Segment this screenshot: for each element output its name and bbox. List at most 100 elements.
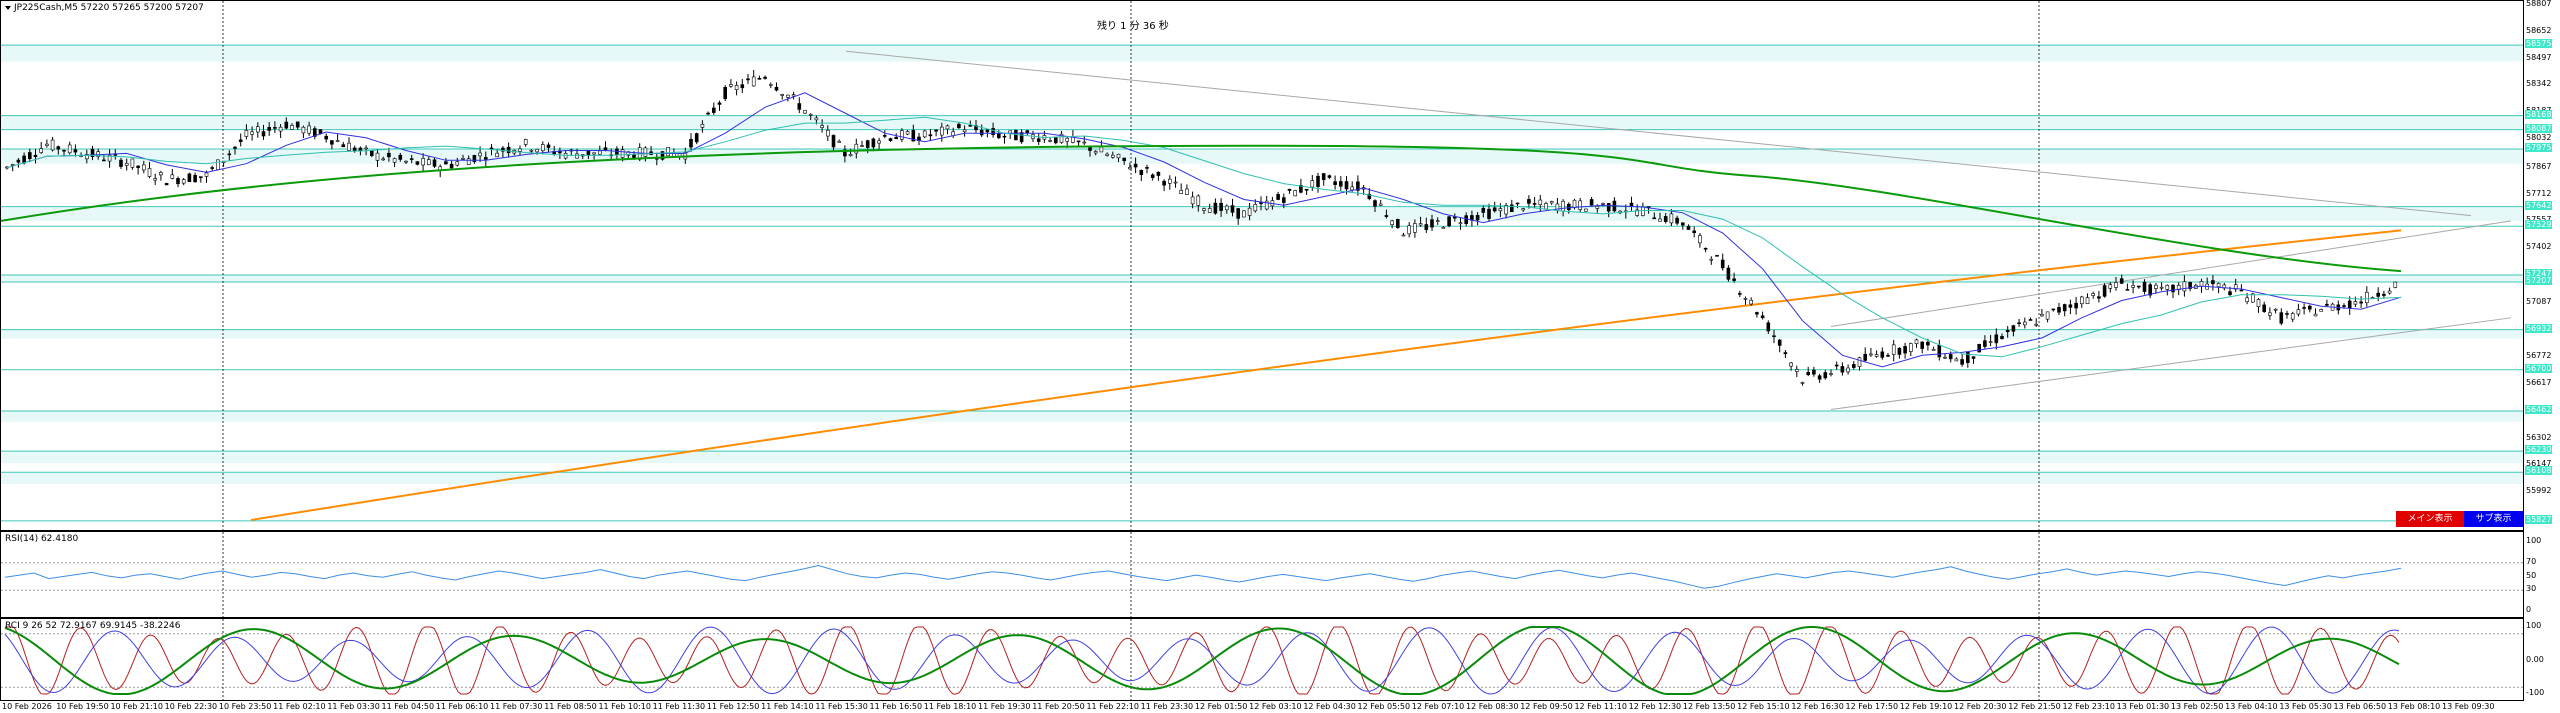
candle-body bbox=[957, 123, 961, 129]
candle-body bbox=[1783, 352, 1788, 355]
candle-body bbox=[1464, 215, 1468, 224]
candle-body bbox=[1179, 190, 1183, 195]
candle-body bbox=[432, 159, 437, 167]
candle-body bbox=[307, 125, 311, 134]
candle-body bbox=[1698, 235, 1702, 244]
time-label: 11 Feb 14:10 bbox=[761, 702, 814, 711]
candle-body bbox=[2239, 289, 2244, 292]
main-display-button[interactable]: メイン表示 bbox=[2396, 511, 2464, 527]
candle-body bbox=[455, 161, 460, 166]
candle-body bbox=[2211, 280, 2215, 285]
time-label: 11 Feb 08:50 bbox=[544, 702, 597, 711]
candle-body bbox=[1424, 224, 1429, 230]
candle-body bbox=[124, 162, 129, 166]
candle-body bbox=[1846, 367, 1850, 373]
oscillator-pane[interactable]: RCI 9 26 52 72.9167 69.9145 -38.2246 bbox=[0, 618, 2524, 701]
rci-long-line bbox=[4, 626, 2400, 695]
candle-body bbox=[2097, 296, 2101, 299]
candle-body bbox=[768, 84, 773, 86]
candle-body bbox=[865, 140, 870, 148]
time-label: 12 Feb 13:50 bbox=[1682, 702, 1736, 711]
candle-body bbox=[831, 134, 836, 148]
candle-body bbox=[2188, 282, 2192, 289]
time-label: 11 Feb 23:30 bbox=[1140, 702, 1194, 711]
candle-body bbox=[1549, 201, 1554, 204]
rsi-tick: 100 bbox=[2526, 536, 2542, 545]
candle-body bbox=[945, 125, 950, 130]
candle-body bbox=[2325, 303, 2329, 306]
level-price-tag: 58575 bbox=[2525, 39, 2553, 49]
sub-display-button[interactable]: サブ表示 bbox=[2464, 511, 2523, 527]
candle-body bbox=[1025, 130, 1030, 134]
candle-body bbox=[860, 145, 864, 147]
candle-body bbox=[506, 146, 511, 154]
collapse-triangle-icon[interactable] bbox=[5, 5, 11, 10]
price-axis[interactable]: 5880758652584975834258187580325786757712… bbox=[2524, 0, 2560, 531]
candle-body bbox=[962, 129, 967, 133]
price-tick: 57557 bbox=[2526, 215, 2551, 224]
candle-body bbox=[1196, 195, 1201, 206]
candle-body bbox=[1492, 207, 1497, 212]
candle-body bbox=[825, 129, 830, 137]
candle-body bbox=[193, 175, 197, 183]
candle-body bbox=[1544, 203, 1548, 210]
candle-body bbox=[187, 173, 192, 183]
candle-body bbox=[1635, 209, 1639, 216]
candle-body bbox=[1099, 146, 1104, 153]
price-tick: 58342 bbox=[2526, 79, 2552, 89]
time-label: 13 Feb 02:50 bbox=[2170, 702, 2224, 711]
candle-body bbox=[1321, 173, 1326, 181]
candle-body bbox=[1578, 200, 1582, 210]
oscillator-tick: -100 bbox=[2526, 688, 2545, 697]
oscillator-title: RCI 9 26 52 72.9167 69.9145 -38.2246 bbox=[5, 621, 181, 631]
candle-body bbox=[2102, 285, 2107, 297]
candle-body bbox=[398, 154, 403, 160]
candle-body bbox=[820, 125, 824, 129]
time-label: 11 Feb 19:30 bbox=[978, 702, 1031, 711]
candle-body bbox=[216, 159, 220, 170]
candle-body bbox=[1253, 204, 1258, 212]
candle-body bbox=[700, 123, 705, 128]
candle-body bbox=[142, 164, 146, 171]
candle-body bbox=[1264, 200, 1269, 210]
candle-body bbox=[1162, 180, 1166, 186]
candle-body bbox=[1914, 339, 1919, 344]
candle-body bbox=[483, 157, 488, 160]
price-tick: 57402 bbox=[2526, 242, 2552, 252]
candle-body bbox=[1880, 351, 1885, 358]
candle-body bbox=[660, 151, 665, 160]
main-chart-pane[interactable]: JP225Cash,M5 57220 57265 57200 57207 残り … bbox=[0, 0, 2524, 531]
candle-body bbox=[478, 152, 482, 157]
candle-body bbox=[803, 109, 807, 114]
candle-body bbox=[1852, 364, 1856, 368]
candle-body bbox=[1498, 208, 1503, 212]
candle-body bbox=[2119, 278, 2124, 284]
candle-body bbox=[2273, 308, 2278, 311]
candle-body bbox=[1487, 208, 1491, 219]
time-label: 13 Feb 06:50 bbox=[2333, 702, 2387, 711]
candle-body bbox=[1122, 157, 1126, 162]
candle-body bbox=[1327, 175, 1332, 178]
candle-body bbox=[2045, 311, 2050, 320]
price-tick: 56147 bbox=[2526, 459, 2552, 469]
candle-body bbox=[244, 130, 249, 137]
rsi-tick: 30 bbox=[2526, 584, 2537, 594]
level-price-tag: 58087 bbox=[2525, 123, 2553, 133]
candle-body bbox=[1789, 362, 1793, 367]
zone-band bbox=[1, 45, 2523, 62]
time-label: 10 Feb 2026 bbox=[2, 702, 52, 711]
candle-body bbox=[734, 85, 739, 90]
candle-body bbox=[1561, 200, 1565, 212]
candle-body bbox=[1287, 188, 1292, 191]
candle-body bbox=[689, 138, 693, 148]
candle-body bbox=[1002, 135, 1007, 138]
candle-body bbox=[2302, 307, 2306, 309]
candle-body bbox=[2108, 284, 2113, 289]
candle-body bbox=[1720, 259, 1725, 269]
candle-body bbox=[575, 153, 579, 159]
time-label: 10 Feb 22:30 bbox=[164, 702, 218, 711]
candle-body bbox=[278, 126, 283, 132]
candle-body bbox=[717, 102, 722, 105]
candle-body bbox=[1367, 193, 1372, 199]
rsi-pane[interactable]: RSI(14) 62.4180 bbox=[0, 531, 2524, 618]
